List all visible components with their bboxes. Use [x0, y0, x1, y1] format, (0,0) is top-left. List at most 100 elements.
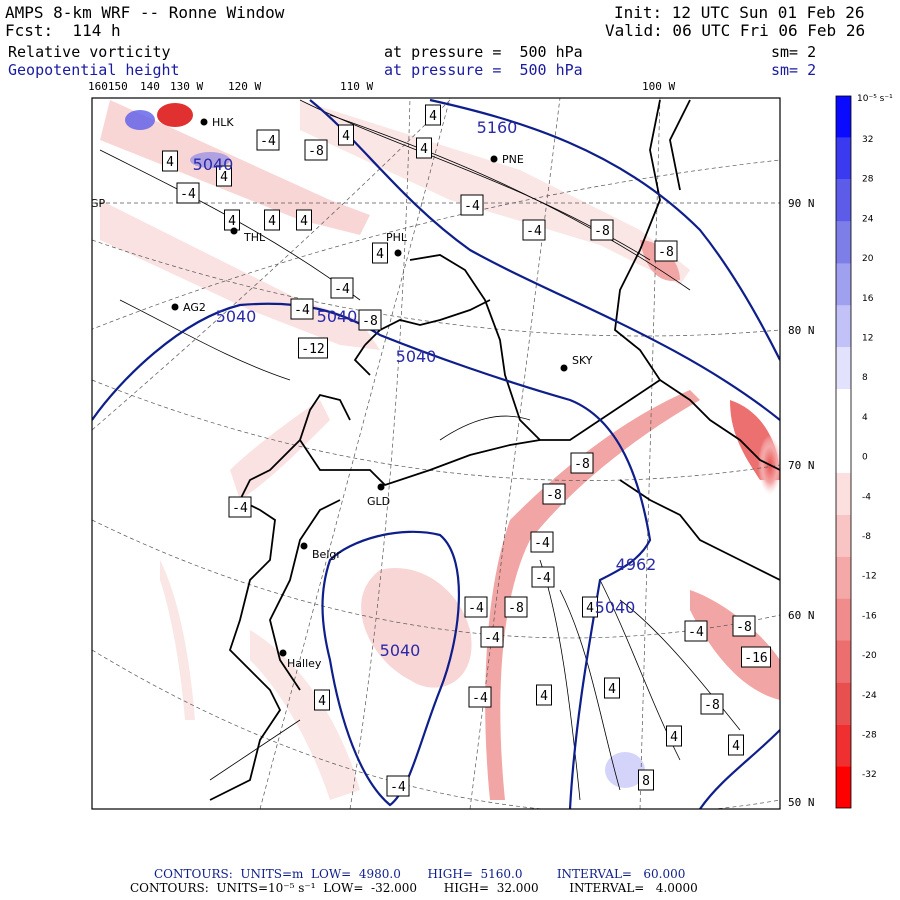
svg-text:-8: -8 [736, 620, 752, 635]
station-marker: PHL [386, 231, 408, 257]
svg-text:-8: -8 [574, 457, 590, 472]
vorticity-contour-label: -8 [358, 309, 382, 331]
vorticity-contour-label: -4 [176, 182, 200, 204]
field1-name: Relative vorticity [8, 43, 171, 61]
vorticity-contour-label: 4 [582, 596, 598, 618]
vorticity-contour-label: -4 [530, 531, 554, 553]
colorbar-swatch [836, 179, 851, 222]
vorticity-contour-label: -4 [480, 626, 504, 648]
svg-text:-8: -8 [658, 245, 674, 260]
station-marker: Belgr [300, 542, 341, 561]
field2-level: at pressure = 500 hPa [384, 61, 583, 79]
svg-text:-4: -4 [464, 199, 480, 214]
svg-text:-4: -4 [535, 571, 551, 586]
colorbar-swatch [836, 389, 851, 432]
colorbar-swatch [836, 263, 851, 306]
lon-label: 110 W [340, 80, 374, 93]
svg-text:-4: -4 [260, 134, 276, 149]
svg-text:4: 4 [220, 170, 228, 185]
height-label-layer: 5160 5040 5040 5040 5040 5040 4962 5040 [193, 118, 657, 660]
svg-text:-4: -4 [232, 501, 248, 516]
svg-text:4: 4 [670, 730, 678, 745]
lat-label: 80 N [788, 324, 815, 337]
height-contour-label: 5040 [216, 307, 257, 326]
svg-text:-12: -12 [301, 342, 324, 357]
vorticity-contour-label: 4 [728, 734, 744, 756]
colorbar-tick-label: 16 [862, 294, 874, 304]
vorticity-contour-label: -4 [464, 596, 488, 618]
vorticity-contour-label: 4 [296, 209, 312, 231]
colorbar-swatch [836, 431, 851, 473]
station-marker: THL [230, 227, 266, 244]
vorticity-contour-label: -8 [504, 596, 528, 618]
colorbar-tick-label: -28 [862, 731, 877, 741]
colorbar-swatch [836, 556, 851, 599]
colorbar-tick-label: 20 [862, 254, 874, 264]
vorticity-contour-label: 4 [314, 689, 330, 711]
colorbar-tick-label: -24 [862, 691, 877, 701]
svg-text:-4: -4 [180, 187, 196, 202]
colorbar-tick-label: 0 [862, 453, 868, 463]
height-contour-label: 4962 [616, 555, 657, 574]
station-marker: HLK [200, 116, 234, 129]
vorticity-contour-label: -4 [522, 219, 546, 241]
height-contour-label: 5040 [380, 641, 421, 660]
station-marker: PNE [490, 153, 524, 166]
vorticity-contour-label: 4 [416, 137, 432, 159]
colorbar-swatch [836, 766, 851, 808]
graticule [92, 98, 780, 809]
station-marker: SKY [560, 354, 593, 372]
map-frame [91, 97, 781, 810]
colorbar-swatch [836, 472, 851, 515]
svg-text:4: 4 [300, 214, 308, 229]
svg-text:4: 4 [540, 689, 548, 704]
vorticity-label-layer: 4-4-84444-4444-4-8-8-4-4-44-8-12-8-8-4-4… [162, 104, 771, 797]
svg-text:-4: -4 [468, 601, 484, 616]
svg-text:4: 4 [268, 214, 276, 229]
vorticity-contour-label: -4 [684, 620, 708, 642]
svg-text:4: 4 [429, 109, 437, 124]
colorbar-tick-label: 4 [862, 413, 868, 423]
vorticity-contour-label: 4 [425, 104, 441, 126]
field1-sm: sm= 2 [771, 43, 817, 61]
vorticity-contour-label: 8 [638, 769, 654, 791]
colorbar: 32 28 24 20 16 12 8 4 0 -4 -8 -12 -16 -20 -24 -28 -32 [835, 95, 877, 809]
vorticity-contour-label: 4 [224, 209, 240, 231]
colorbar-tick-label: -16 [862, 611, 877, 621]
vorticity-contour-label: -8 [304, 139, 328, 161]
svg-text:4: 4 [228, 214, 236, 229]
svg-text:-8: -8 [546, 488, 562, 503]
colorbar-tick-label: -4 [862, 492, 871, 502]
svg-text:SKY: SKY [572, 354, 593, 367]
forecast-hour: Fcst: 114 h [5, 21, 121, 40]
vorticity-contour-label: -8 [654, 240, 678, 262]
svg-text:-4: -4 [334, 282, 350, 297]
height-contour-label: 5040 [317, 307, 358, 326]
field2-name: Geopotential height [8, 61, 180, 79]
svg-text:4: 4 [586, 601, 594, 616]
svg-text:4: 4 [318, 694, 326, 709]
field2-sm: sm= 2 [771, 61, 817, 79]
svg-text:4: 4 [732, 739, 740, 754]
lat-label: 90 N [788, 197, 815, 210]
vorticity-contour-label: -4 [460, 194, 484, 216]
vorticity-contour-label: -8 [570, 452, 594, 474]
lon-label: 140 [140, 80, 160, 93]
svg-text:4: 4 [166, 155, 174, 170]
colorbar-tick-label: 8 [862, 373, 868, 383]
vorticity-contour-label: 4 [536, 684, 552, 706]
vorticity-contour-label: -8 [542, 483, 566, 505]
colorbar-unit: 10⁻⁵ s⁻¹ [857, 94, 893, 104]
vorticity-contour-label: 4 [372, 242, 388, 264]
vorticity-contour-label: 4 [338, 124, 354, 146]
station-marker: AG2 [171, 301, 206, 314]
colorbar-swatch [836, 598, 851, 641]
vorticity-contour-label: -16 [741, 646, 771, 668]
svg-text:GP: GP [90, 197, 106, 210]
vorticity-contour-label: -8 [732, 615, 756, 637]
model-title: AMPS 8-km WRF -- Ronne Window [5, 3, 285, 22]
colorbar-swatch [836, 640, 851, 683]
svg-text:THL: THL [243, 231, 266, 244]
station-marker: Halley [279, 649, 322, 670]
vorticity-contour-label: -8 [700, 693, 724, 715]
